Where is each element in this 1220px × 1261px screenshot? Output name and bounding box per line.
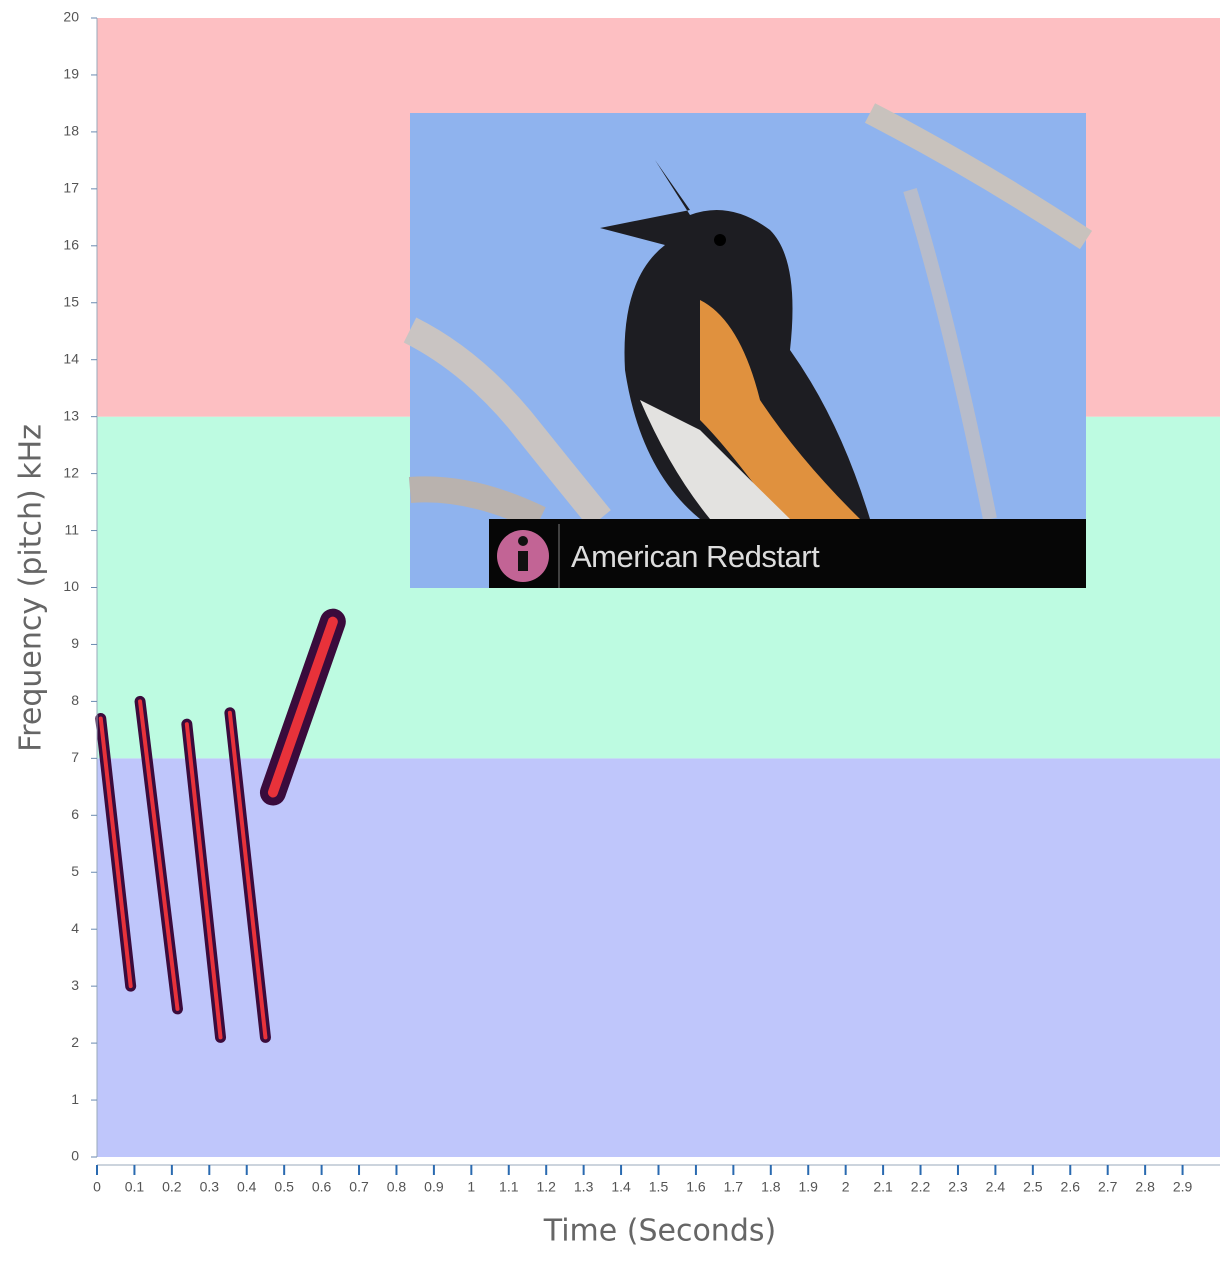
y-tick-label: 14: [63, 350, 79, 366]
y-tick-label: 15: [63, 293, 79, 309]
x-tick-label: 2.1: [873, 1179, 893, 1195]
bird-eye: [714, 234, 726, 246]
bird-flank: [700, 300, 860, 519]
x-tick-label: 2.9: [1173, 1179, 1193, 1195]
bird-belly: [640, 400, 790, 519]
y-tick-label: 5: [71, 863, 79, 879]
info-icon-stem: [518, 551, 528, 571]
y-tick-label: 20: [63, 9, 79, 25]
x-tick-label: 1.2: [536, 1179, 556, 1195]
x-tick-label: 2.4: [986, 1179, 1006, 1195]
bird-photo: American Redstart: [403, 103, 1093, 588]
branch: [903, 187, 997, 521]
x-tick-label: 2.7: [1098, 1179, 1118, 1195]
x-tick-label: 2.8: [1135, 1179, 1155, 1195]
y-tick-label: 19: [63, 66, 79, 82]
y-tick-label: 9: [71, 635, 79, 651]
x-tick-label: 0.8: [387, 1179, 407, 1195]
x-tick-label: 0.5: [274, 1179, 294, 1195]
x-tick-label: 0.3: [200, 1179, 220, 1195]
y-tick-label: 7: [71, 749, 79, 765]
x-tick-label: 2.5: [1023, 1179, 1043, 1195]
x-axis-title: Time (Seconds): [543, 1214, 776, 1249]
branch: [408, 476, 546, 531]
x-tick-label: 0.7: [349, 1179, 369, 1195]
x-tick-label: 1.4: [611, 1179, 631, 1195]
x-tick-label: 1: [467, 1179, 475, 1195]
branch: [403, 317, 611, 528]
y-tick-label: 1: [71, 1091, 79, 1107]
y-tick-label: 8: [71, 692, 79, 708]
y-tick-label: 10: [63, 578, 79, 594]
frequency-band: [97, 758, 1220, 1157]
x-tick-label: 1.3: [574, 1179, 594, 1195]
y-tick-label: 11: [64, 521, 79, 537]
x-tick-label: 2: [842, 1179, 850, 1195]
x-tick-label: 0.9: [424, 1179, 444, 1195]
x-tick-label: 1.7: [724, 1179, 744, 1195]
x-tick-label: 1.9: [798, 1179, 818, 1195]
info-icon-dot: [518, 536, 528, 546]
y-tick-label: 2: [71, 1034, 79, 1050]
y-tick-label: 3: [71, 977, 79, 993]
y-tick-label: 4: [71, 920, 79, 936]
y-axis-title: Frequency (pitch) kHz: [14, 424, 49, 752]
branch: [864, 103, 1093, 250]
x-tick-label: 0.2: [162, 1179, 182, 1195]
x-tick-label: 2.6: [1061, 1179, 1081, 1195]
y-tick-label: 6: [71, 806, 79, 822]
x-tick-label: 1.5: [649, 1179, 669, 1195]
x-tick-label: 0.6: [312, 1179, 332, 1195]
song-note-core: [98, 716, 133, 989]
x-tick-label: 2.3: [948, 1179, 968, 1195]
x-tick-label: 0.1: [125, 1179, 145, 1195]
y-tick-label: 16: [63, 237, 79, 253]
y-tick-label: 18: [63, 123, 79, 139]
song-note-core: [184, 722, 223, 1040]
caption: American Redstart: [571, 539, 820, 574]
song-note-core: [227, 710, 268, 1040]
song-note-core: [138, 699, 180, 1011]
x-tick-label: 1.8: [761, 1179, 781, 1195]
y-tick-label: 0: [71, 1148, 79, 1164]
x-tick-label: 1.1: [499, 1179, 519, 1195]
x-tick-label: 0.4: [237, 1179, 257, 1195]
x-tick-label: 0: [93, 1179, 101, 1195]
x-tick-label: 2.2: [911, 1179, 931, 1195]
caption-bar: [489, 519, 1086, 588]
y-tick-label: 12: [63, 464, 79, 480]
y-tick-label: 17: [63, 180, 79, 196]
y-tick-label: 13: [63, 407, 79, 423]
x-tick-label: 1.6: [686, 1179, 706, 1195]
song-note-core: [267, 616, 338, 798]
